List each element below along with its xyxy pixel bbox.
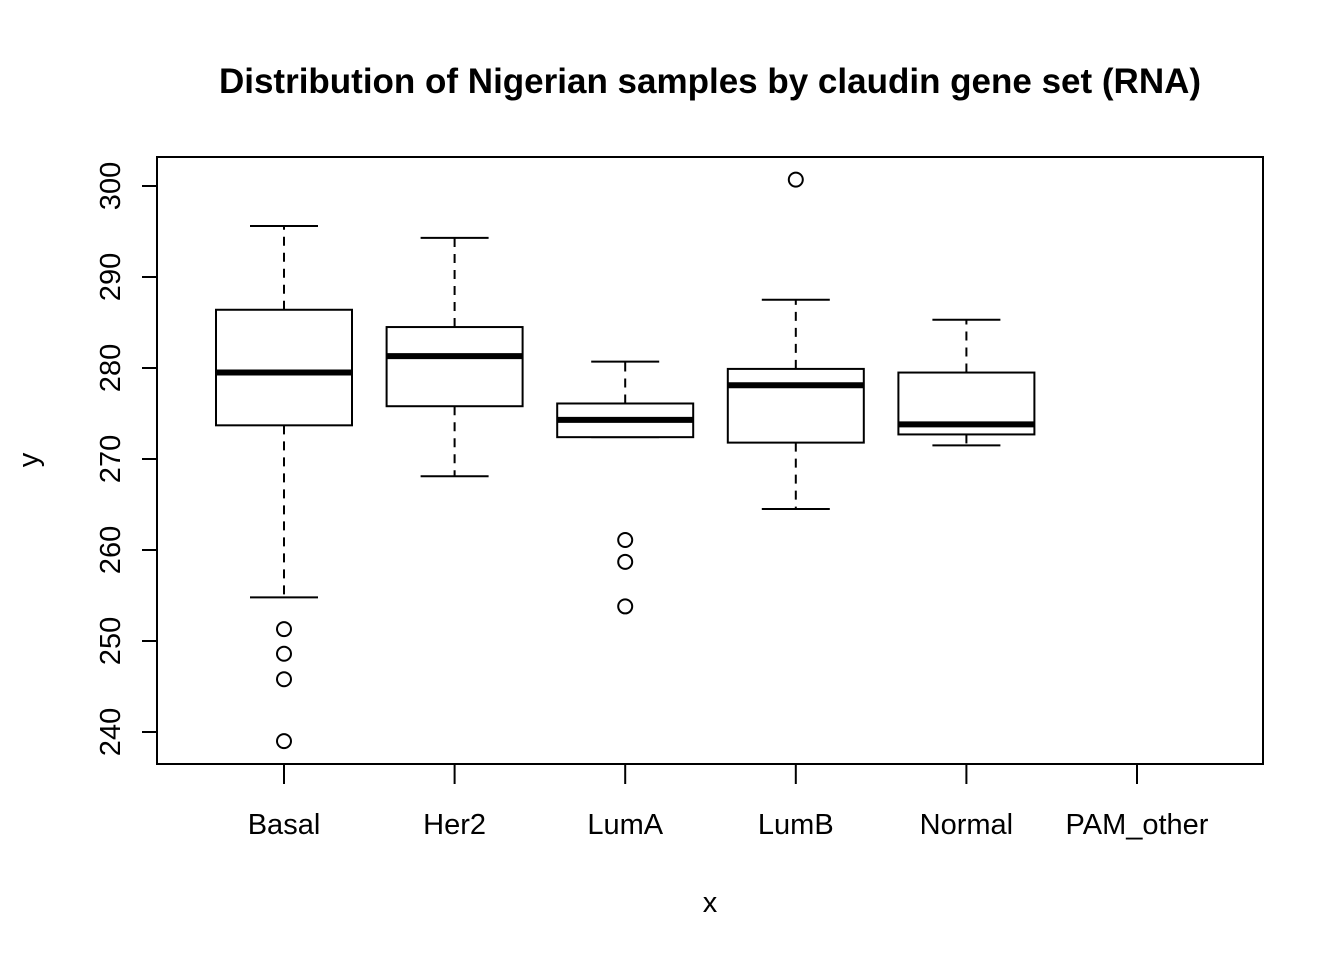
y-tick-label: 290 [95,253,127,301]
outlier-point [276,621,292,638]
y-tick-label: 250 [95,617,127,665]
y-tick-label: 300 [95,162,127,210]
y-axis: 240 250 260 270 280 290 300 [95,162,158,756]
y-tick-label: 260 [95,526,127,574]
outlier-point [276,733,292,750]
outlier-point [617,598,634,615]
x-axis: Basal Her2 LumA LumB Normal PAM_other [248,763,1209,841]
x-tick-label: Basal [248,809,321,841]
iqr-box [385,326,524,408]
box-basal [215,225,353,750]
box-normal [897,318,1036,447]
x-tick-label: LumB [758,809,834,841]
chart-title: Distribution of Nigerian samples by clau… [219,62,1201,101]
outlier-point [276,671,292,688]
y-tick-label: 240 [95,708,127,756]
x-tick-label: Normal [920,809,1013,841]
outlier-point [787,171,804,188]
outlier-point [276,645,292,662]
y-tick-label: 270 [95,435,127,483]
box-lumb [726,171,865,511]
iqr-box [215,308,353,427]
x-tick-label: Her2 [423,809,486,841]
iqr-box [726,367,865,444]
box-luma [556,360,695,615]
y-axis-label: y [13,452,45,467]
x-tick-label: LumA [587,809,663,841]
x-axis-label: x [703,887,718,919]
outlier-point [617,531,634,548]
outlier-point [617,553,634,570]
boxes-group [215,171,1036,750]
y-tick-label: 280 [95,344,127,392]
x-tick-label: PAM_other [1066,809,1209,841]
box-her2 [385,236,524,478]
